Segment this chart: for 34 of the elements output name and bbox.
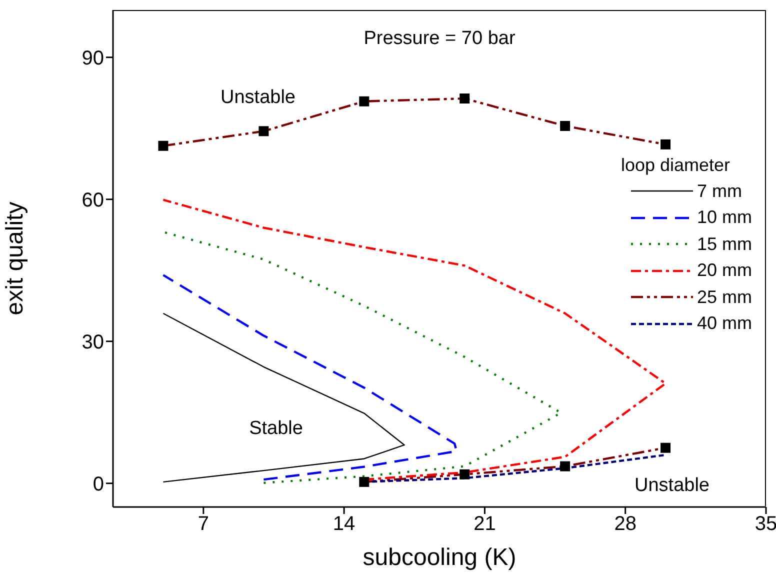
x-tick-label: 14 bbox=[332, 513, 356, 536]
annotation: Unstable bbox=[634, 475, 710, 497]
line-series bbox=[162, 312, 405, 483]
y-axis-title: exit quality bbox=[2, 202, 29, 316]
line-series bbox=[162, 274, 458, 481]
x-tick-label: 21 bbox=[474, 513, 496, 536]
legend-label: 25 mm bbox=[696, 286, 752, 308]
y-tick-label: 30 bbox=[82, 331, 104, 354]
x-axis-title: subcooling (K) bbox=[362, 544, 516, 571]
x-tick-label: 28 bbox=[614, 513, 636, 536]
y-tick-label: 60 bbox=[82, 189, 104, 212]
point bbox=[359, 96, 370, 106]
legend-title: loop diameter bbox=[620, 155, 732, 176]
annotation: Stable bbox=[249, 418, 303, 440]
legend-label: 40 mm bbox=[696, 313, 752, 334]
point bbox=[460, 469, 470, 480]
x-tick-label: 35 bbox=[754, 513, 776, 536]
point bbox=[359, 476, 370, 487]
text: Pressure = 70 bar bbox=[362, 28, 516, 50]
point bbox=[560, 461, 570, 472]
legend-label: 10 mm bbox=[696, 207, 752, 228]
legend-label: 7 mm bbox=[696, 180, 742, 202]
point bbox=[660, 139, 671, 150]
annotation: Unstable bbox=[220, 87, 296, 109]
x-tick-label: 7 bbox=[198, 513, 209, 536]
point bbox=[560, 120, 570, 131]
y-tick-label: 90 bbox=[82, 47, 104, 70]
y-tick-label: 0 bbox=[92, 473, 104, 496]
legend-label: 15 mm bbox=[696, 234, 752, 255]
legend-label: 20 mm bbox=[696, 260, 752, 282]
point bbox=[460, 94, 470, 104]
point bbox=[660, 442, 671, 453]
point bbox=[158, 140, 168, 151]
point bbox=[258, 126, 269, 136]
